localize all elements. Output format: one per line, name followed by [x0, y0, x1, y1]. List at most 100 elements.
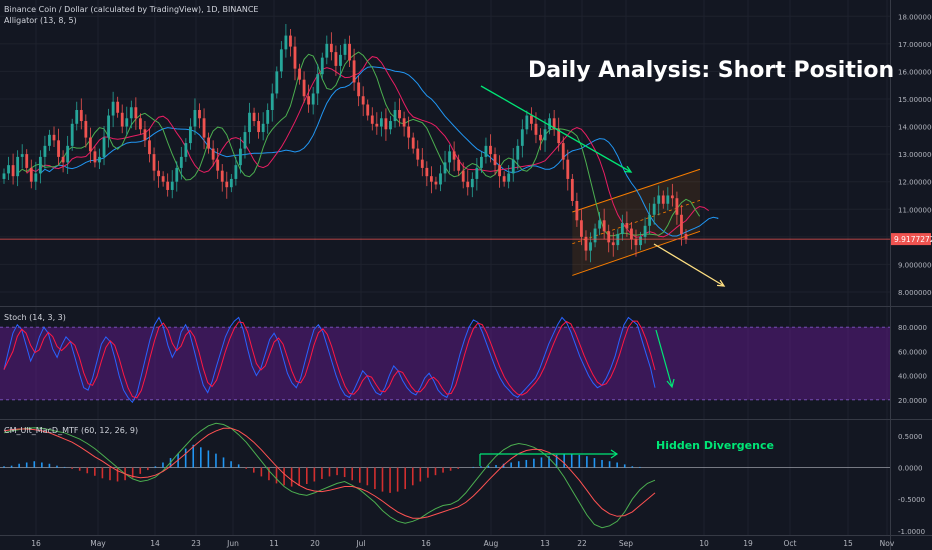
candle[interactable] — [625, 211, 629, 237]
candle[interactable] — [311, 86, 315, 115]
candle[interactable] — [284, 23, 288, 58]
candle[interactable] — [202, 108, 206, 150]
candle[interactable] — [348, 35, 351, 67]
candle[interactable] — [425, 161, 429, 187]
candle[interactable] — [329, 32, 333, 61]
candle[interactable] — [79, 98, 83, 130]
candle[interactable] — [389, 116, 392, 135]
candle[interactable] — [530, 107, 533, 131]
candlesticks[interactable] — [2, 23, 688, 263]
candle[interactable] — [520, 119, 524, 158]
candle[interactable] — [211, 140, 215, 167]
candle[interactable] — [443, 150, 447, 182]
candle[interactable] — [107, 108, 110, 148]
candle[interactable] — [411, 132, 415, 154]
candle[interactable] — [566, 149, 570, 191]
candle[interactable] — [125, 106, 129, 135]
candle[interactable] — [243, 125, 247, 159]
candle[interactable] — [229, 173, 233, 193]
candle[interactable] — [429, 166, 433, 194]
candle[interactable] — [25, 149, 29, 173]
candle[interactable] — [370, 107, 374, 131]
candle[interactable] — [161, 171, 165, 187]
candle[interactable] — [157, 160, 160, 188]
candle[interactable] — [384, 108, 388, 141]
candle[interactable] — [207, 132, 211, 154]
candle[interactable] — [293, 36, 297, 81]
candle[interactable] — [266, 103, 270, 134]
candle[interactable] — [20, 144, 24, 169]
candle[interactable] — [175, 161, 179, 192]
candle[interactable] — [275, 66, 279, 99]
candle[interactable] — [489, 134, 492, 163]
candle[interactable] — [93, 146, 97, 168]
candle[interactable] — [593, 223, 597, 248]
candle[interactable] — [598, 212, 602, 236]
candle[interactable] — [466, 170, 470, 196]
candle[interactable] — [111, 91, 115, 128]
candle[interactable] — [661, 190, 665, 209]
candle[interactable] — [152, 147, 156, 181]
candle[interactable] — [84, 114, 88, 148]
candle[interactable] — [339, 44, 342, 78]
candle[interactable] — [475, 157, 479, 191]
candle[interactable] — [334, 45, 338, 76]
candle[interactable] — [570, 173, 574, 206]
candle[interactable] — [143, 121, 147, 147]
candle[interactable] — [184, 138, 188, 162]
candle[interactable] — [61, 150, 65, 173]
candle[interactable] — [448, 144, 451, 173]
candle[interactable] — [352, 48, 356, 91]
candle[interactable] — [548, 113, 552, 135]
candle[interactable] — [48, 129, 51, 151]
candle[interactable] — [179, 146, 183, 180]
candle[interactable] — [561, 136, 565, 170]
candle[interactable] — [452, 141, 456, 172]
downtrend-arrow[interactable] — [480, 85, 633, 173]
candle[interactable] — [43, 135, 47, 169]
candle[interactable] — [257, 112, 261, 139]
candle[interactable] — [602, 208, 606, 240]
candle[interactable] — [102, 126, 106, 166]
candle[interactable] — [511, 148, 515, 182]
candle[interactable] — [11, 153, 15, 185]
annotation-arrows[interactable] — [480, 85, 726, 287]
candle[interactable] — [193, 98, 197, 135]
candle[interactable] — [557, 117, 561, 152]
candle[interactable] — [189, 118, 192, 150]
candle[interactable] — [652, 197, 656, 225]
candle[interactable] — [34, 161, 38, 190]
candle[interactable] — [129, 100, 133, 129]
candle[interactable] — [138, 113, 142, 135]
candle[interactable] — [234, 156, 238, 186]
candle[interactable] — [239, 137, 242, 174]
price-panel[interactable] — [0, 23, 890, 287]
candle[interactable] — [470, 172, 474, 198]
candle[interactable] — [589, 232, 592, 263]
candle[interactable] — [29, 159, 33, 189]
candle[interactable] — [684, 229, 688, 244]
candle[interactable] — [611, 232, 615, 257]
channel-upper-line[interactable] — [572, 168, 701, 213]
candle[interactable] — [402, 111, 406, 137]
candle[interactable] — [134, 97, 138, 130]
candle[interactable] — [630, 221, 633, 250]
candle[interactable] — [302, 71, 306, 103]
candle[interactable] — [198, 103, 201, 129]
macd-panel[interactable] — [0, 422, 890, 529]
candle[interactable] — [493, 147, 497, 176]
candle[interactable] — [439, 165, 442, 192]
candle[interactable] — [584, 230, 588, 261]
candle[interactable] — [457, 154, 461, 176]
candle[interactable] — [316, 64, 320, 106]
candle[interactable] — [420, 148, 424, 177]
candle[interactable] — [361, 86, 365, 117]
candle[interactable] — [7, 156, 10, 181]
candle[interactable] — [270, 83, 274, 122]
candle[interactable] — [66, 135, 70, 174]
candle[interactable] — [98, 148, 101, 170]
divergence-arrow[interactable] — [479, 449, 619, 466]
candle[interactable] — [670, 183, 674, 207]
candle[interactable] — [507, 165, 511, 189]
candle[interactable] — [398, 98, 401, 127]
